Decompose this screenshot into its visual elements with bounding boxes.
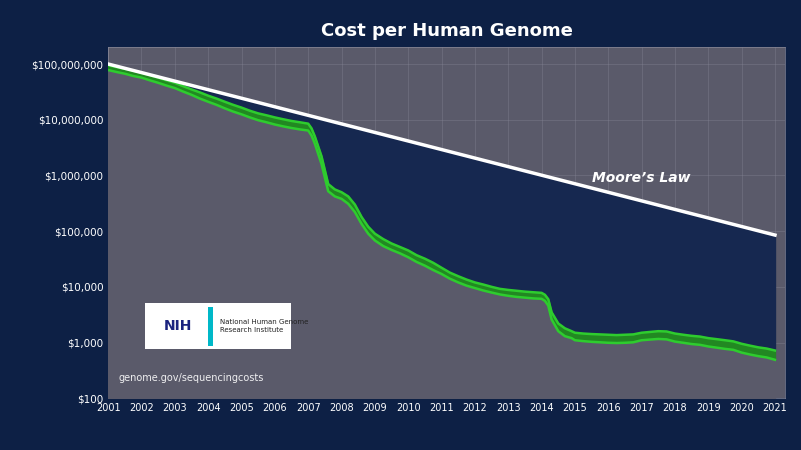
FancyBboxPatch shape: [145, 303, 291, 349]
Text: genome.gov/sequencingcosts: genome.gov/sequencingcosts: [119, 373, 264, 382]
FancyBboxPatch shape: [208, 307, 213, 346]
Text: Moore’s Law: Moore’s Law: [592, 171, 690, 185]
Text: NIH: NIH: [163, 320, 192, 333]
Text: Research Institute: Research Institute: [219, 327, 283, 333]
Title: Cost per Human Genome: Cost per Human Genome: [320, 22, 573, 40]
Text: National Human Genome: National Human Genome: [219, 319, 308, 325]
